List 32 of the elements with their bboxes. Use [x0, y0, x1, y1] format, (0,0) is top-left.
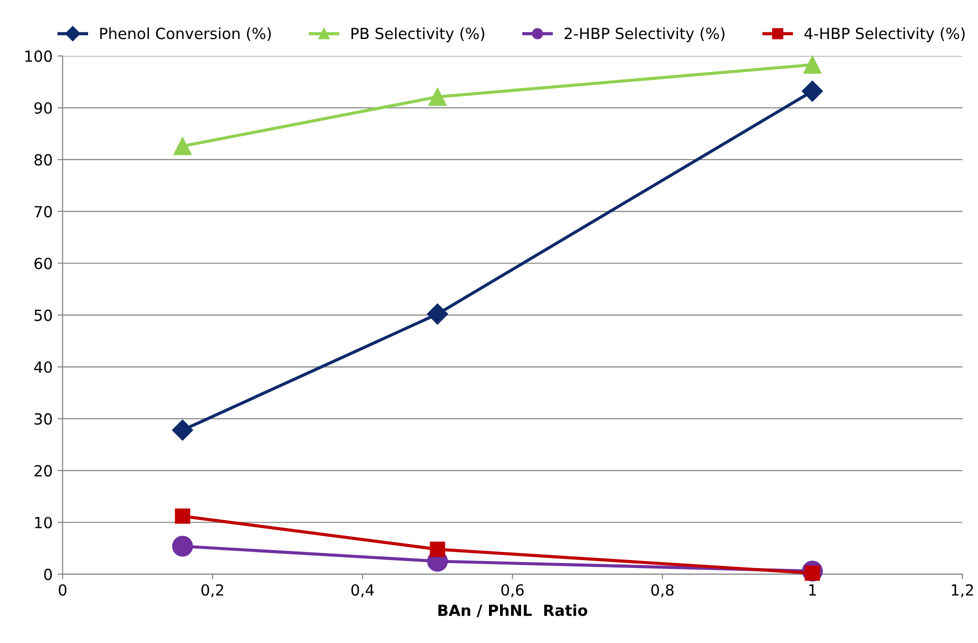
y-tick-label: 100 — [25, 50, 52, 62]
x-tick-label: 0 — [58, 584, 66, 596]
point — [430, 542, 446, 557]
y-tick-label: 50 — [34, 310, 52, 322]
point — [174, 137, 192, 156]
y-tick-label: 10 — [35, 516, 52, 528]
x-tick-label: 0,8 — [651, 584, 674, 598]
y-tick-label: 0 — [44, 568, 52, 580]
x-axis-title: BAn / PhNL Ratio — [438, 604, 588, 618]
y-tick-label: 30 — [34, 413, 52, 425]
x-tick-label: 1 — [809, 584, 816, 596]
x-tick-label: 1,2 — [952, 584, 973, 598]
point — [428, 88, 447, 106]
x-tick-label: 0,6 — [501, 584, 524, 598]
y-tick-label: 40 — [34, 361, 52, 373]
point — [803, 56, 822, 74]
y-tick-label: 20 — [34, 465, 52, 477]
point — [172, 536, 193, 557]
legend-label: 2-HBP Selectivity (%) — [564, 27, 724, 42]
legend-label: PB Selectivity (%) — [352, 27, 484, 42]
y-tick-label: 70 — [34, 206, 52, 218]
x-tick-label: 0,4 — [351, 584, 374, 598]
y-tick-label: 90 — [34, 102, 52, 114]
point — [172, 420, 194, 441]
x-tick-label: 0,2 — [201, 584, 224, 598]
point — [426, 304, 448, 325]
legend-label: Phenol Conversion (%) — [100, 27, 271, 42]
point — [802, 80, 823, 102]
point — [174, 508, 190, 524]
legend-label: 4-HBP Selectivity (%) — [804, 27, 965, 42]
y-tick-label: 60 — [34, 258, 52, 270]
y-tick-label: 80 — [34, 154, 52, 166]
